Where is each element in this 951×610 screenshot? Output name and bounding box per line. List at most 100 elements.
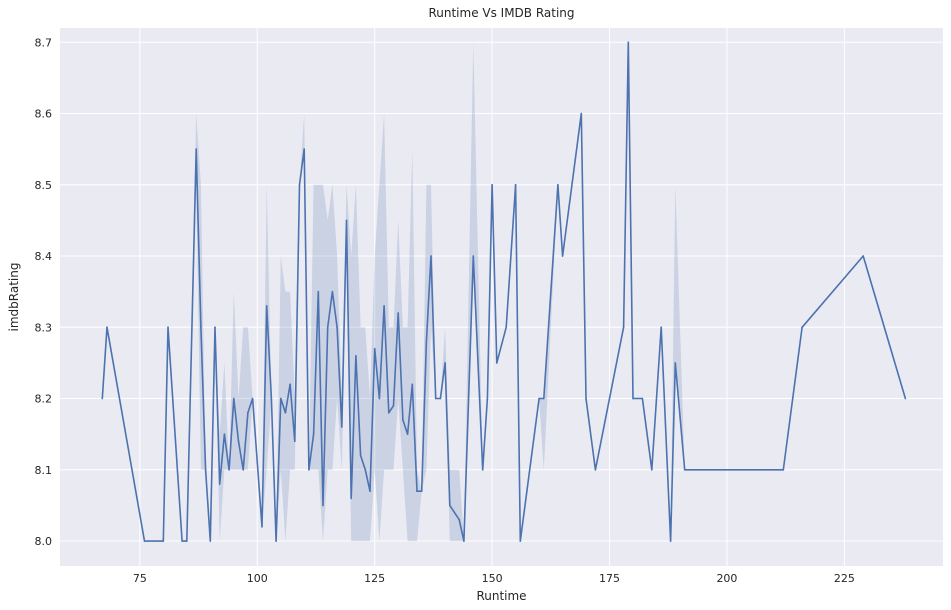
- data-points: [101, 41, 907, 542]
- data-point: [420, 490, 423, 492]
- x-tick-label: 100: [247, 572, 268, 585]
- data-point: [486, 397, 489, 400]
- data-point: [683, 469, 686, 471]
- data-point: [392, 404, 395, 407]
- data-point: [270, 397, 273, 400]
- y-tick-label: 8.1: [35, 464, 53, 477]
- data-point: [317, 290, 320, 293]
- data-point: [674, 362, 677, 364]
- data-point: [204, 469, 207, 471]
- data-point: [425, 340, 428, 343]
- data-point: [200, 326, 202, 329]
- data-point: [402, 419, 404, 421]
- data-point: [439, 397, 442, 400]
- data-point: [312, 433, 315, 435]
- data-point: [496, 362, 498, 364]
- data-point: [411, 383, 414, 386]
- data-point: [101, 397, 104, 400]
- data-point: [167, 326, 169, 329]
- grid: [60, 28, 943, 566]
- y-tick-label: 8.6: [35, 108, 53, 121]
- data-point: [359, 454, 362, 457]
- data-point: [186, 540, 188, 542]
- data-point: [369, 490, 371, 492]
- data-point: [322, 504, 324, 507]
- data-point: [331, 290, 334, 293]
- data-point: [594, 469, 597, 471]
- data-point: [669, 540, 672, 542]
- data-point: [355, 354, 357, 357]
- data-point: [336, 326, 338, 329]
- x-axis-label: Runtime: [476, 589, 526, 603]
- x-tick-label: 200: [716, 572, 737, 585]
- data-point: [650, 469, 653, 471]
- data-point: [378, 397, 381, 400]
- data-point: [275, 540, 277, 542]
- data-point: [519, 540, 522, 542]
- data-point: [627, 41, 630, 44]
- y-tick-label: 8.2: [35, 393, 53, 406]
- data-point: [862, 255, 864, 257]
- data-point: [387, 411, 390, 414]
- data-point: [406, 433, 409, 435]
- data-point: [364, 469, 367, 471]
- data-point: [232, 397, 235, 400]
- data-point: [326, 326, 329, 329]
- data-point: [218, 483, 221, 485]
- x-tick-label: 125: [364, 572, 385, 585]
- data-point: [505, 326, 507, 329]
- data-point: [580, 112, 583, 115]
- data-point: [458, 518, 461, 521]
- data-point: [195, 148, 198, 150]
- data-point: [449, 504, 451, 507]
- data-point: [247, 411, 249, 414]
- data-point: [383, 305, 385, 307]
- data-point: [251, 397, 254, 400]
- data-point: [284, 411, 287, 414]
- data-point: [228, 469, 230, 471]
- data-point: [261, 526, 263, 528]
- y-tick-label: 8.5: [35, 179, 53, 192]
- x-tick-label: 150: [482, 572, 503, 585]
- data-point: [481, 469, 484, 471]
- data-point: [265, 305, 268, 307]
- y-tick-label: 8.3: [35, 321, 53, 334]
- data-point: [303, 148, 306, 150]
- data-point: [373, 347, 376, 350]
- data-point: [585, 397, 587, 400]
- data-point: [463, 540, 465, 542]
- chart-title: Runtime Vs IMDB Rating: [428, 6, 574, 20]
- x-tick-labels: 75 100 125 150 175 200 225: [133, 572, 855, 585]
- data-point: [434, 397, 437, 400]
- y-tick-label: 8.0: [35, 535, 53, 548]
- data-point: [106, 326, 108, 329]
- data-point: [801, 326, 803, 329]
- data-point: [294, 440, 296, 443]
- data-point: [416, 490, 418, 492]
- data-point: [279, 397, 282, 400]
- y-tick-label: 8.7: [35, 36, 53, 49]
- data-point: [632, 397, 634, 400]
- data-point: [143, 540, 146, 542]
- data-point: [237, 440, 240, 443]
- data-point: [491, 183, 493, 186]
- data-point: [162, 540, 165, 542]
- data-point: [622, 326, 625, 329]
- data-point: [430, 255, 432, 257]
- data-point: [514, 183, 517, 186]
- data-point: [904, 397, 907, 400]
- x-tick-label: 175: [599, 572, 620, 585]
- data-point: [660, 326, 662, 329]
- data-point: [557, 183, 559, 186]
- data-point: [308, 469, 310, 471]
- data-point: [444, 362, 446, 364]
- data-point: [641, 397, 644, 400]
- data-point: [289, 383, 291, 386]
- x-tick-label: 225: [834, 572, 855, 585]
- data-point: [223, 433, 226, 435]
- data-point: [472, 255, 475, 257]
- data-point: [345, 219, 348, 222]
- data-point: [341, 426, 343, 428]
- data-point: [209, 540, 212, 542]
